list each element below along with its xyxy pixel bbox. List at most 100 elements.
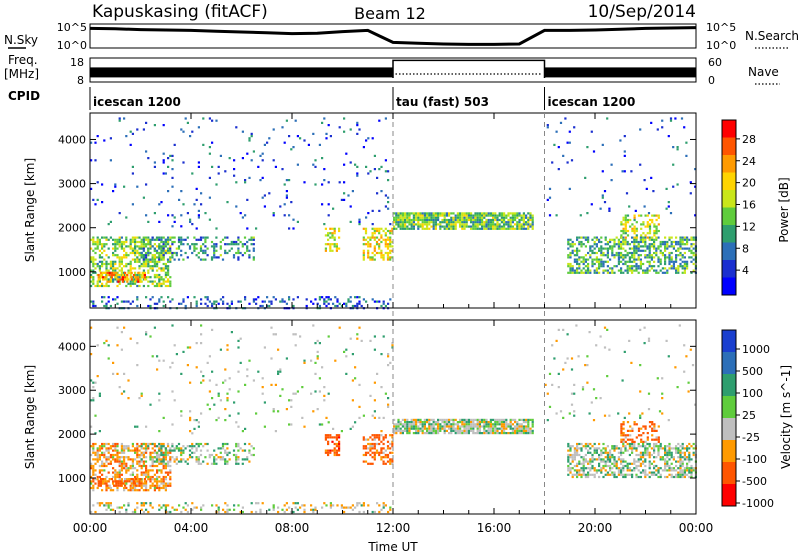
- velocity-echo-cell: [595, 458, 598, 461]
- power-echo-cell: [386, 245, 390, 248]
- power-echo-cell: [97, 274, 100, 277]
- velocity-echo-cell: [391, 462, 394, 465]
- power-echo-cell: [428, 214, 431, 217]
- power-echo-cell: [378, 209, 381, 212]
- velocity-echo-cell: [628, 469, 631, 472]
- power-echo-cell: [664, 262, 667, 266]
- power-echo-cell: [239, 212, 242, 215]
- power-echo-cell: [571, 240, 574, 244]
- power-echo-cell: [622, 243, 625, 246]
- power-echo-cell: [408, 221, 411, 224]
- velocity-echo-cell: [389, 434, 392, 437]
- power-echo-cell: [617, 260, 620, 263]
- velocity-echo-cell: [312, 410, 315, 413]
- velocity-echo-cell: [147, 447, 150, 450]
- power-echo-cell: [642, 262, 645, 266]
- velocity-echo-cell: [94, 473, 97, 476]
- velocity-echo-cell: [142, 489, 145, 492]
- velocity-echo-cell: [208, 390, 211, 393]
- velocity-echo-cell: [496, 432, 499, 435]
- power-echo-cell: [351, 190, 354, 193]
- velocity-echo-cell: [224, 502, 227, 505]
- velocity-echo-cell: [94, 451, 97, 454]
- power-echo-cell: [421, 223, 424, 226]
- velocity-echo-cell: [90, 486, 93, 490]
- velocity-echo-cell: [637, 453, 640, 457]
- power-echo-cell: [142, 128, 145, 131]
- power-echo-cell: [158, 251, 161, 255]
- velocity-echo-cell: [648, 460, 651, 463]
- power-echo-cell: [217, 165, 220, 168]
- velocity-echo-cell: [644, 453, 647, 457]
- power-echo-cell: [498, 225, 501, 228]
- velocity-echo-cell: [124, 478, 127, 481]
- velocity-echo-cell: [98, 456, 101, 459]
- velocity-echo-cell: [107, 502, 110, 505]
- velocity-echo-cell: [118, 386, 121, 389]
- power-echo-cell: [126, 276, 129, 279]
- velocity-echo-cell: [340, 504, 343, 507]
- power-echo-cell: [664, 256, 667, 259]
- power-echo-cell: [445, 212, 448, 215]
- power-echo-cell: [158, 245, 161, 248]
- velocity-echo-cell: [576, 475, 579, 479]
- velocity-echo-cell: [108, 478, 111, 481]
- velocity-echo-cell: [378, 510, 381, 514]
- velocity-echo-cell: [125, 445, 128, 448]
- velocity-echo-cell: [331, 449, 334, 452]
- velocity-echo-cell: [659, 442, 662, 446]
- velocity-echo-cell: [623, 350, 626, 353]
- velocity-echo-cell: [593, 442, 596, 446]
- velocity-echo-cell: [272, 506, 275, 509]
- power-echo-cell: [120, 269, 123, 272]
- power-echo-cell: [648, 269, 651, 272]
- velocity-echo-cell: [92, 445, 95, 448]
- power-echo-cell: [112, 265, 115, 268]
- velocity-echo-cell: [200, 508, 203, 511]
- power-echo-cell: [653, 223, 656, 226]
- power-echo-cell: [115, 276, 118, 279]
- power-echo-cell: [659, 260, 662, 263]
- velocity-echo-cell: [604, 451, 607, 454]
- power-echo-cell: [215, 300, 218, 303]
- power-echo-cell: [633, 269, 636, 272]
- power-echo-cell: [633, 254, 636, 257]
- power-echo-cell: [151, 258, 154, 261]
- power-echo-cell: [669, 117, 673, 120]
- velocity-echo-cell: [138, 484, 141, 487]
- velocity-echo-cell: [412, 427, 415, 430]
- power-echo-cell: [681, 265, 684, 268]
- power-echo-cell: [529, 218, 532, 222]
- velocity-echo-cell: [101, 462, 104, 465]
- velocity-echo-cell: [362, 460, 365, 463]
- velocity-echo-cell: [191, 502, 194, 505]
- velocity-echo-cell: [362, 510, 365, 514]
- power-echo-cell: [270, 300, 273, 303]
- power-echo-cell: [136, 298, 139, 301]
- power-echo-cell: [153, 247, 156, 250]
- power-echo-cell: [450, 223, 453, 226]
- power-echo-cell: [191, 223, 194, 226]
- velocity-echo-cell: [167, 462, 170, 465]
- power-echo-cell: [134, 247, 137, 250]
- power-echo-cell: [690, 238, 693, 241]
- velocity-echo-cell: [626, 449, 629, 452]
- power-echo-cell: [371, 209, 374, 212]
- power-echo-cell: [386, 229, 390, 233]
- velocity-echo-cell: [358, 502, 361, 505]
- velocity-echo-cell: [186, 364, 189, 367]
- velocity-echo-cell: [642, 451, 645, 454]
- velocity-echo-cell: [109, 508, 112, 511]
- power-echo-cell: [620, 247, 623, 250]
- power-echo-cell: [628, 267, 631, 270]
- velocity-echo-cell: [573, 392, 576, 395]
- power-echo-cell: [659, 249, 662, 252]
- velocity-echo-cell: [640, 427, 643, 430]
- power-echo-cell: [511, 227, 514, 230]
- velocity-echo-cell: [125, 510, 128, 514]
- velocity-echo-cell: [401, 429, 404, 432]
- velocity-echo-cell: [639, 453, 642, 457]
- velocity-echo-cell: [132, 480, 135, 483]
- power-echo-cell: [384, 304, 387, 308]
- velocity-echo-cell: [127, 449, 130, 452]
